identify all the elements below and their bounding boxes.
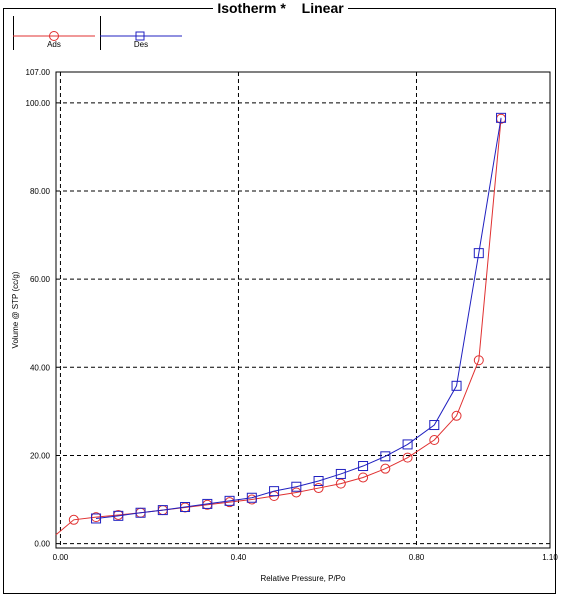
series-line-des	[95, 117, 502, 519]
y-axis-label: Volume @ STP (cc/g)	[11, 271, 20, 348]
data-point-des	[291, 481, 302, 492]
data-point-ads	[429, 435, 440, 446]
data-point-des	[246, 492, 257, 503]
y-tick-label: 107.00	[26, 68, 51, 77]
data-point-des	[496, 112, 507, 123]
data-point-des	[473, 248, 484, 259]
x-tick-label: 0.00	[53, 553, 69, 562]
legend-ads-label: Ads	[47, 40, 61, 49]
y-tick-label: 0.00	[34, 540, 50, 549]
data-point-des	[451, 380, 462, 391]
series-line-ads	[55, 118, 502, 536]
chart-title: Isotherm * Linear	[213, 0, 348, 16]
data-point-ads	[313, 483, 324, 494]
data-point-des	[180, 502, 191, 513]
data-point-ads	[335, 478, 346, 489]
title-main: Isotherm	[217, 0, 277, 16]
series-des	[91, 112, 507, 524]
data-point-ads	[380, 463, 391, 474]
y-tick-label: 40.00	[30, 363, 51, 372]
plot-area	[55, 71, 551, 549]
y-tick-label: 20.00	[30, 451, 51, 460]
data-point-ads	[451, 410, 462, 421]
data-point-ads	[68, 514, 79, 525]
data-point-des	[335, 468, 346, 479]
data-point-des	[402, 439, 413, 450]
legend-item-ads	[13, 16, 96, 50]
legend-des-label: Des	[133, 40, 149, 49]
y-tick-label: 60.00	[30, 275, 51, 284]
data-point-des	[157, 505, 168, 516]
title-marker: *	[280, 0, 286, 16]
data-point-des	[429, 420, 440, 431]
data-point-des	[224, 495, 235, 506]
data-point-ads	[402, 452, 413, 463]
x-tick-label: 0.80	[409, 553, 425, 562]
legend-item-des	[100, 16, 183, 50]
data-point-des	[313, 476, 324, 487]
y-tick-label: 100.00	[26, 99, 51, 108]
data-point-ads	[473, 355, 484, 366]
data-point-ads	[291, 487, 302, 498]
data-point-des	[380, 451, 391, 462]
series-ads	[55, 113, 507, 536]
x-axis-label: Relative Pressure, P/Po	[261, 574, 346, 583]
data-point-des	[113, 510, 124, 521]
series-layer	[55, 112, 507, 536]
chart-title-bar: Isotherm * Linear	[0, 0, 561, 18]
data-point-des	[202, 498, 213, 509]
y-tick-label: 80.00	[30, 187, 51, 196]
data-point-des	[269, 486, 280, 497]
x-tick-label: 0.40	[231, 553, 247, 562]
data-point-des	[358, 461, 369, 472]
grid-lines	[56, 72, 550, 548]
data-point-des	[135, 507, 146, 518]
data-point-des	[91, 513, 102, 524]
x-tick-label: 1.10	[542, 553, 558, 562]
title-mode: Linear	[301, 0, 344, 16]
data-point-ads	[358, 472, 369, 483]
tick-labels: 0.00 0.40 0.80 1.10 0.00 20.00 40.00 60.00 80.00…	[26, 68, 559, 562]
